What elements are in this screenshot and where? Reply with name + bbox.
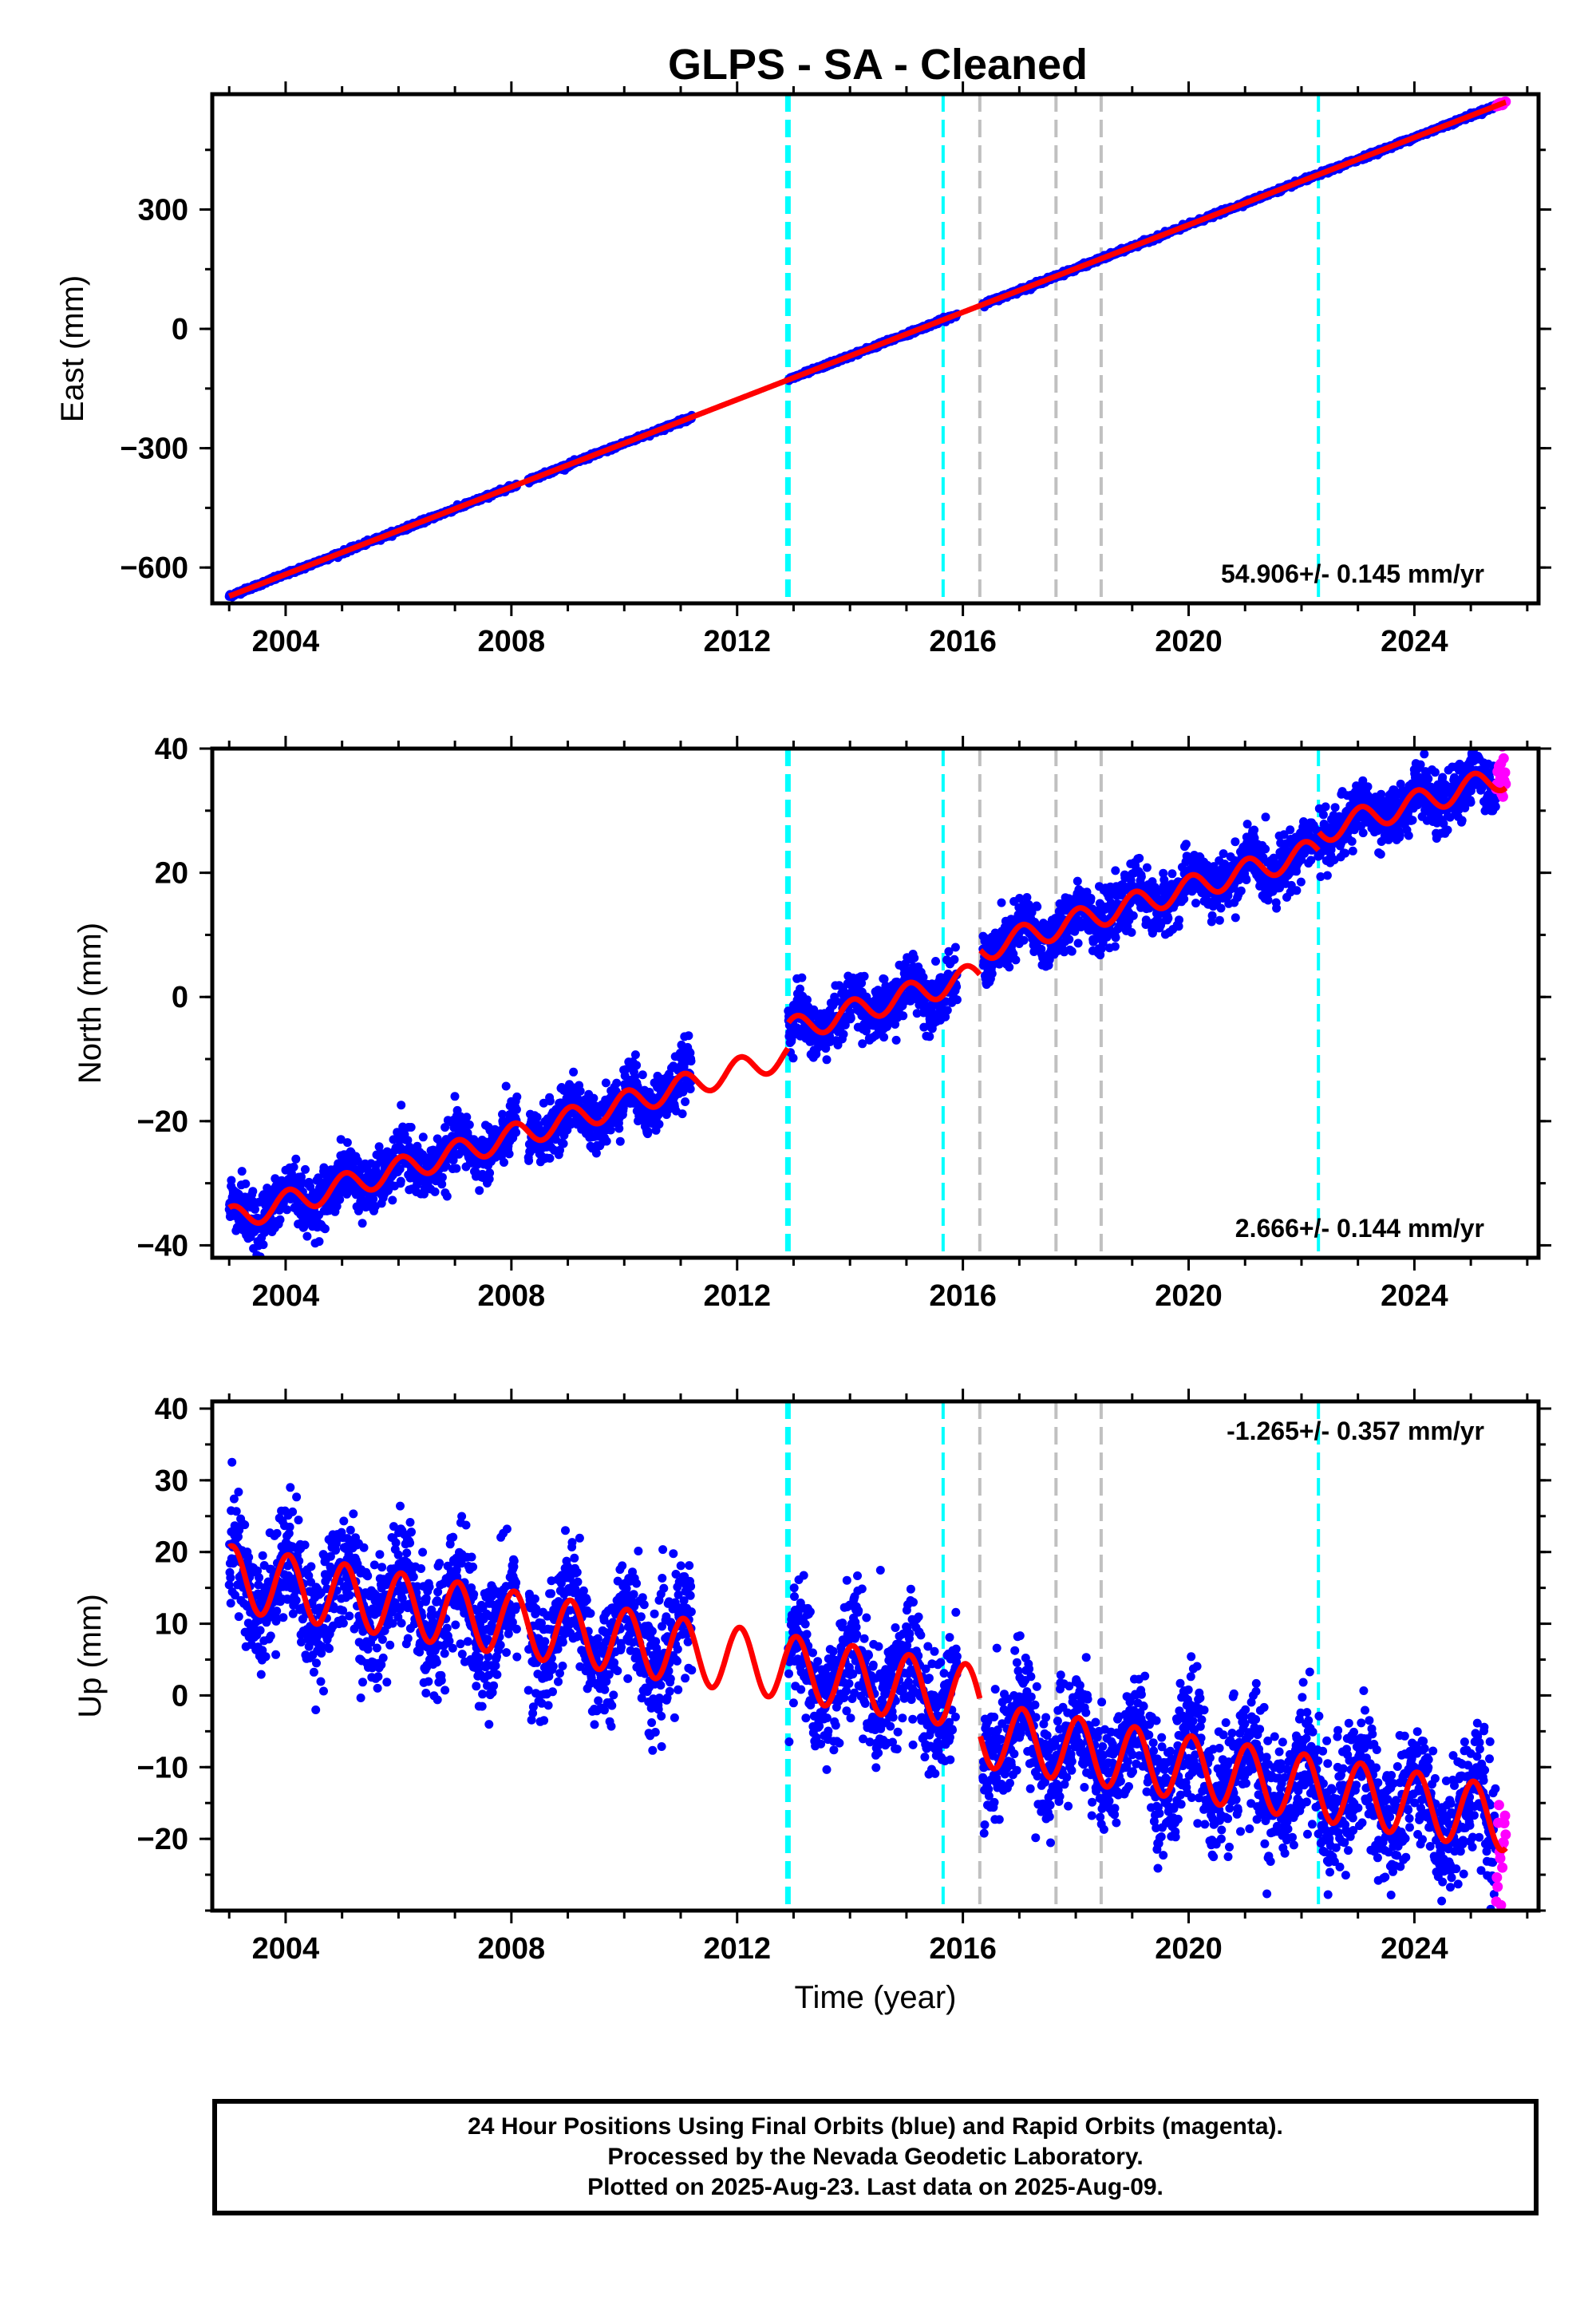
data-point bbox=[418, 1132, 428, 1142]
data-point bbox=[512, 1105, 521, 1114]
x-tick-label: 2016 bbox=[929, 625, 997, 658]
y-tick-label: −600 bbox=[120, 551, 188, 585]
y-tick-label: −300 bbox=[120, 433, 188, 466]
data-point bbox=[335, 1195, 345, 1204]
data-point bbox=[241, 1179, 251, 1188]
data-point bbox=[442, 1192, 452, 1201]
data-point bbox=[575, 1086, 585, 1096]
data-point bbox=[237, 1167, 247, 1176]
data-point bbox=[475, 1186, 484, 1196]
data-point bbox=[275, 1215, 285, 1224]
y-tick-label: 300 bbox=[138, 194, 188, 227]
data-point bbox=[227, 1176, 236, 1185]
data-point bbox=[532, 1113, 542, 1122]
x-tick-label: 2008 bbox=[478, 625, 546, 658]
y-axis-label: East (mm) bbox=[55, 275, 90, 422]
data-point bbox=[545, 1097, 555, 1106]
data-point bbox=[388, 1196, 397, 1205]
data-point bbox=[301, 1164, 310, 1174]
plot-area bbox=[224, 749, 1511, 1258]
data-point bbox=[500, 1158, 508, 1167]
x-tick-label: 2012 bbox=[703, 625, 771, 658]
data-point bbox=[342, 1138, 352, 1148]
data-point bbox=[512, 1128, 521, 1137]
chart-title: GLPS - SA - Cleaned bbox=[668, 41, 1088, 89]
data-point bbox=[501, 1081, 511, 1091]
data-point bbox=[397, 1101, 406, 1110]
data-point bbox=[464, 1120, 474, 1129]
x-tick-label: 2024 bbox=[1381, 625, 1448, 658]
x-tick-label: 2020 bbox=[1155, 625, 1223, 658]
data-point bbox=[437, 1172, 447, 1182]
data-point bbox=[524, 1156, 534, 1165]
data-point bbox=[302, 1231, 312, 1241]
data-point bbox=[504, 1149, 514, 1159]
data-point bbox=[545, 1153, 555, 1163]
data-point bbox=[396, 1176, 405, 1186]
data-point bbox=[452, 1164, 461, 1173]
data-point bbox=[282, 1205, 292, 1215]
data-point bbox=[559, 1139, 568, 1148]
data-point bbox=[358, 1219, 367, 1228]
data-point bbox=[259, 1240, 268, 1250]
x-tick-label: 2004 bbox=[252, 625, 320, 658]
data-point bbox=[406, 1123, 416, 1132]
y-tick-label: 0 bbox=[172, 313, 188, 346]
data-point bbox=[314, 1237, 324, 1247]
data-point bbox=[612, 1078, 622, 1088]
model-line bbox=[227, 99, 1507, 599]
data-point bbox=[601, 1078, 610, 1088]
data-point bbox=[614, 1124, 624, 1133]
data-point bbox=[589, 1093, 598, 1103]
data-point bbox=[485, 1168, 495, 1178]
data-point bbox=[248, 1187, 258, 1196]
data-point bbox=[289, 1162, 298, 1172]
data-point bbox=[462, 1113, 472, 1122]
velocity-label: 54.906+/- 0.145 mm/yr bbox=[1221, 559, 1484, 588]
data-point bbox=[602, 1136, 611, 1146]
data-point bbox=[430, 1187, 440, 1196]
data-point bbox=[291, 1154, 301, 1164]
plot-area bbox=[224, 94, 1511, 603]
data-point bbox=[450, 1092, 460, 1101]
east-panel: 2004 2008 2012 2016 2020 2024 300 0 −300 −600 East… bbox=[55, 81, 1551, 658]
data-point bbox=[512, 1092, 522, 1101]
data-point bbox=[569, 1067, 579, 1077]
north-panel: 2004 2008 2012 2016 2020 202440200−20−40North… bbox=[73, 733, 1551, 1313]
data-point bbox=[320, 1224, 330, 1234]
